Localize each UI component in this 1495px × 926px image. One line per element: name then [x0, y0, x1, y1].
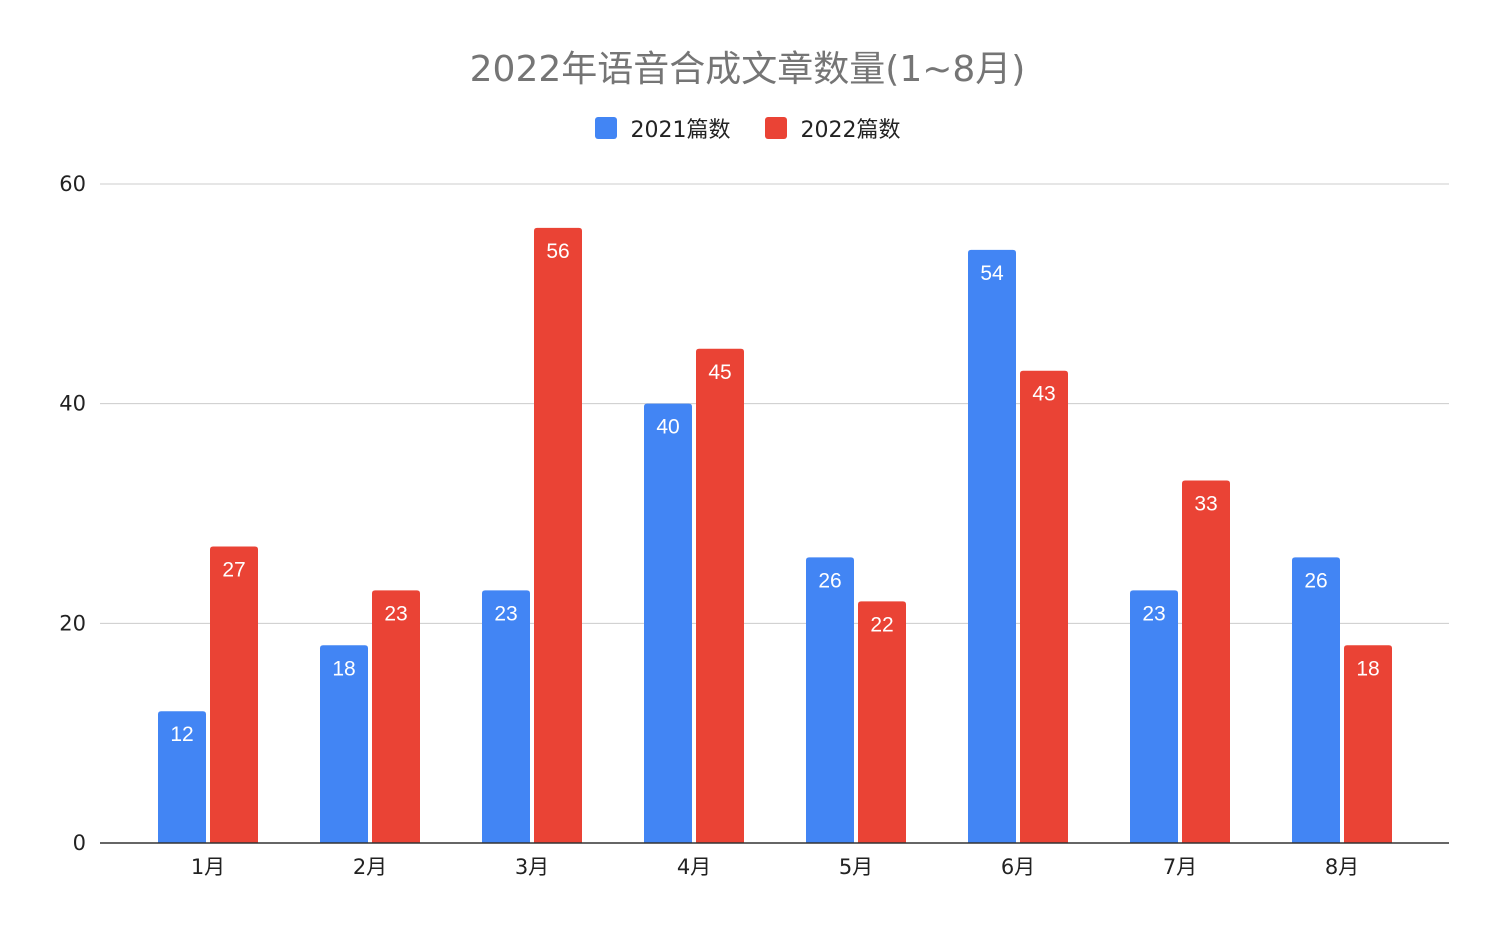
bar-2021篇数-7月: [1130, 590, 1178, 843]
x-tick-label-3月: 3月: [515, 855, 549, 879]
bar-2022篇数-5月: [858, 601, 906, 843]
legend-swatch-2021: [594, 117, 617, 139]
y-tick-label-60: 60: [59, 172, 86, 196]
data-label-2022篇数-8月: 18: [1356, 657, 1379, 680]
bar-2022篇数-6月: [1020, 370, 1068, 843]
data-label-2021篇数-1月: 12: [170, 723, 193, 746]
x-tick-label-5月: 5月: [839, 855, 873, 879]
x-tick-label-2月: 2月: [353, 855, 387, 879]
bar-2021篇数-4月: [644, 403, 692, 843]
legend-item-2021: 2021篇数: [594, 112, 731, 144]
x-tick-label-6月: 6月: [1001, 855, 1035, 879]
legend: 2021篇数 2022篇数: [0, 112, 1495, 144]
data-label-2022篇数-7月: 33: [1194, 493, 1217, 516]
data-label-2022篇数-4月: 45: [708, 361, 731, 384]
bar-2021篇数-8月: [1292, 557, 1340, 843]
data-label-2021篇数-5月: 26: [818, 569, 841, 592]
data-label-2022篇数-3月: 56: [546, 240, 569, 263]
legend-label-2021: 2021篇数: [630, 118, 731, 143]
bar-2021篇数-1月: [158, 711, 206, 843]
data-label-2021篇数-2月: 18: [332, 657, 355, 680]
bar-2022篇数-7月: [1182, 480, 1230, 843]
chart-title: 2022年语音合成文章数量(1~8月): [469, 49, 1026, 90]
bar-2022篇数-8月: [1344, 645, 1392, 843]
data-label-2022篇数-5月: 22: [870, 613, 893, 636]
bar-2021篇数-6月: [968, 249, 1016, 843]
bar-2022篇数-2月: [372, 590, 420, 843]
legend-label-2022: 2022篇数: [800, 118, 901, 143]
legend-item-2022: 2022篇数: [764, 112, 901, 144]
data-label-2021篇数-3月: 23: [494, 602, 517, 625]
bar-2022篇数-1月: [210, 546, 258, 843]
data-label-2021篇数-7月: 23: [1142, 602, 1165, 625]
bar-2021篇数-2月: [320, 645, 368, 843]
data-label-2022篇数-6月: 43: [1032, 383, 1055, 406]
x-tick-label-4月: 4月: [677, 855, 711, 879]
bar-2022篇数-4月: [696, 348, 744, 843]
bar-2021篇数-3月: [482, 590, 530, 843]
x-tick-label-8月: 8月: [1325, 855, 1359, 879]
bar-2021篇数-5月: [806, 557, 854, 843]
x-tick-label-7月: 7月: [1163, 855, 1197, 879]
legend-swatch-2022: [764, 117, 787, 139]
data-label-2021篇数-8月: 26: [1304, 569, 1327, 592]
y-tick-label-40: 40: [59, 392, 86, 416]
bar-2022篇数-3月: [534, 227, 582, 843]
data-label-2021篇数-6月: 54: [980, 262, 1004, 285]
data-label-2021篇数-4月: 40: [656, 416, 679, 439]
x-tick-label-1月: 1月: [191, 855, 225, 879]
y-tick-label-20: 20: [59, 611, 86, 635]
data-label-2022篇数-2月: 23: [384, 602, 407, 625]
data-label-2022篇数-1月: 27: [222, 558, 245, 581]
y-tick-label-0: 0: [73, 831, 86, 855]
